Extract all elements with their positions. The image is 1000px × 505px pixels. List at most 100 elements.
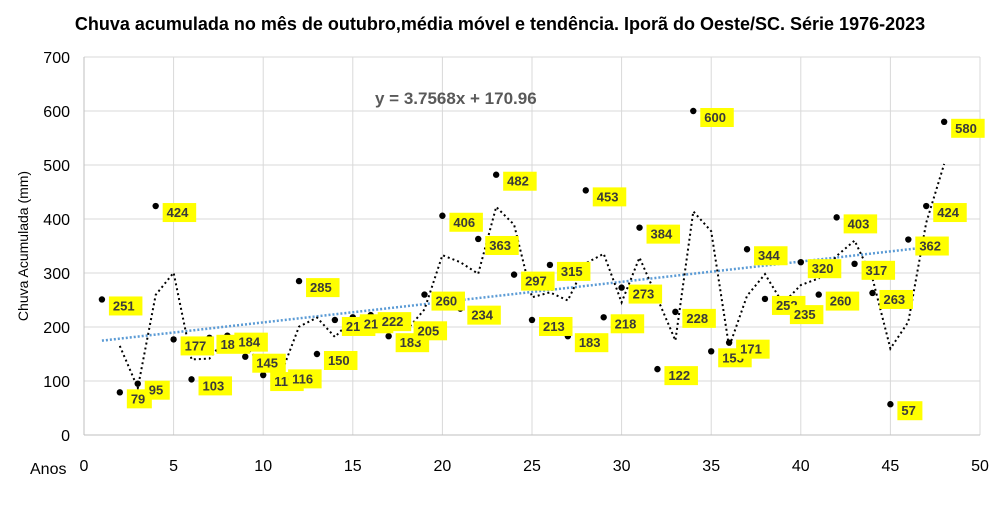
- data-label: 320: [812, 261, 834, 276]
- trendline-line: [101, 244, 945, 342]
- data-label-box: [431, 291, 465, 311]
- data-label-box: [682, 308, 716, 328]
- data-label: 424: [937, 205, 959, 220]
- data-label: 184: [238, 335, 260, 350]
- data-label-box: [879, 289, 913, 309]
- data-label: 183: [579, 335, 601, 350]
- y-tick-label: 600: [43, 104, 70, 121]
- trend-equation: y = 3.7568x + 170.96: [375, 89, 537, 108]
- data-label: 222: [382, 314, 404, 329]
- data-point: [170, 336, 177, 343]
- data-label-box: [628, 284, 663, 304]
- data-label-box: [646, 224, 681, 244]
- data-label-box: [234, 332, 268, 352]
- data-label-box: [592, 187, 627, 207]
- data-label: 251: [113, 298, 135, 313]
- data-labels: 2517995424177103180184145111116285150213…: [108, 108, 985, 421]
- y-tick-label: 500: [43, 158, 70, 175]
- y-axis-label: Chuva Acumulada (mm): [15, 171, 31, 321]
- x-tick-label: 5: [169, 458, 178, 475]
- data-label-box: [915, 236, 949, 256]
- y-tick-label: 400: [43, 212, 70, 229]
- data-label-box: [843, 214, 878, 234]
- data-label: 122: [668, 368, 690, 383]
- data-label: 213: [543, 319, 565, 334]
- data-point: [98, 296, 106, 303]
- chart-title: Chuva acumulada no mês de outubro,média …: [75, 14, 925, 34]
- trendline: [101, 244, 945, 342]
- data-label: 79: [131, 391, 145, 406]
- x-tick-label: 20: [434, 458, 452, 475]
- data-label: 260: [435, 294, 457, 309]
- data-label: 344: [758, 248, 780, 263]
- data-label: 482: [507, 174, 529, 189]
- data-label: 263: [883, 292, 905, 307]
- data-point: [439, 212, 446, 219]
- data-label: 285: [310, 280, 332, 295]
- x-tick-label: 35: [702, 458, 720, 475]
- y-tick-label: 200: [43, 320, 70, 337]
- data-label: 580: [955, 121, 977, 136]
- data-label-box: [449, 212, 483, 232]
- data-label-box: [198, 376, 233, 396]
- data-point: [940, 118, 948, 126]
- data-point: [905, 236, 912, 243]
- data-label: 273: [633, 287, 655, 302]
- data-point: [385, 332, 392, 340]
- grid: [84, 56, 981, 435]
- data-point: [851, 260, 858, 268]
- data-label: 453: [597, 189, 619, 204]
- data-label: 363: [489, 238, 511, 253]
- data-label: 384: [651, 227, 673, 242]
- tick-labels: 0 100 200 300 400 500 600 700 0 5 10 15 20 25 30 35 40 45…: [43, 50, 989, 475]
- data-label: 171: [740, 342, 762, 357]
- data-label: 234: [471, 308, 493, 323]
- data-label-box: [108, 296, 143, 316]
- data-point: [654, 365, 661, 373]
- data-point: [725, 339, 733, 346]
- data-point: [242, 353, 249, 360]
- data-label: 177: [185, 338, 207, 353]
- data-point: [833, 214, 840, 221]
- x-tick-label: 25: [523, 458, 541, 475]
- data-label-box: [700, 108, 734, 127]
- data-point: [618, 284, 625, 291]
- x-tick-label: 50: [971, 458, 989, 475]
- data-point: [690, 107, 697, 115]
- data-label-box: [574, 333, 609, 353]
- data-point: [331, 316, 339, 324]
- data-label-box: [789, 305, 824, 325]
- data-point: [421, 291, 428, 298]
- data-label: 150: [328, 353, 350, 368]
- data-label-box: [736, 339, 770, 359]
- data-label: 205: [418, 323, 440, 338]
- data-label: 145: [256, 356, 278, 371]
- data-label-box: [539, 316, 573, 336]
- data-label-box: [897, 401, 923, 421]
- data-label-box: [306, 278, 340, 298]
- data-label-box: [413, 321, 448, 341]
- data-label: 95: [149, 383, 163, 398]
- data-label: 406: [453, 215, 475, 230]
- x-tick-label: 40: [792, 458, 810, 475]
- data-point: [510, 271, 518, 278]
- data-point: [743, 246, 751, 253]
- data-label: 260: [830, 294, 852, 309]
- data-label: 235: [794, 307, 816, 322]
- data-label: 315: [561, 264, 583, 279]
- data-label-box: [825, 291, 860, 311]
- data-label-box: [252, 353, 286, 373]
- data-label-box: [288, 369, 322, 389]
- y-tick-label: 0: [61, 428, 70, 445]
- x-tick-label: 0: [80, 458, 89, 475]
- data-label-box: [323, 351, 358, 370]
- data-point: [600, 314, 607, 321]
- data-point: [134, 380, 141, 387]
- data-points: [98, 107, 948, 408]
- y-tick-label: 300: [43, 266, 70, 283]
- data-point: [492, 171, 500, 178]
- y-tick-label: 700: [43, 50, 70, 67]
- data-label-box: [664, 366, 698, 386]
- x-tick-label: 15: [344, 458, 362, 475]
- x-tick-label: 45: [882, 458, 900, 475]
